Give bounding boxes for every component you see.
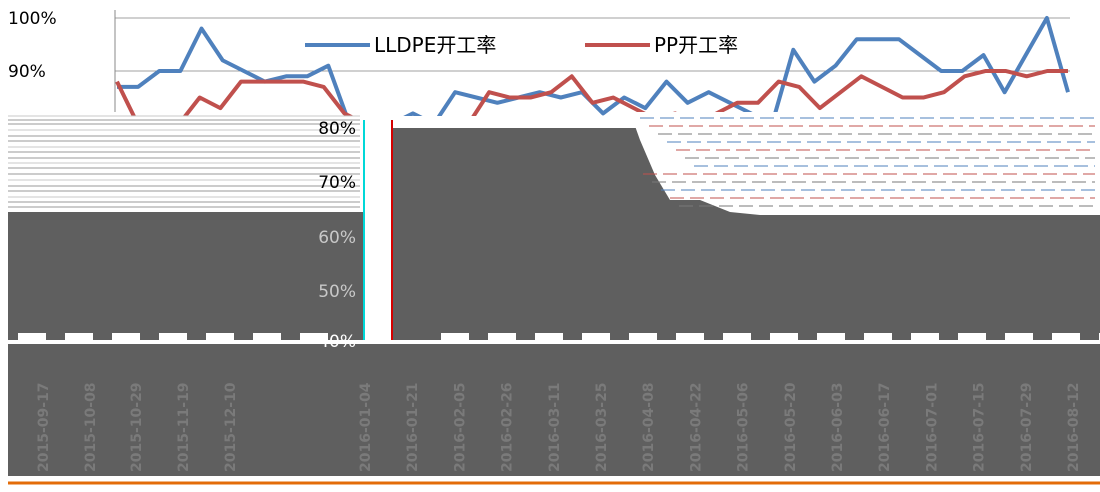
gray-block-left — [8, 212, 363, 340]
legend: LLDPE开工率 PP开工率 — [305, 33, 738, 57]
gray-block-bottom — [8, 344, 1100, 476]
baseline-dash — [535, 333, 563, 342]
y-tick-label: 70% — [318, 173, 356, 193]
legend-label-pp: PP开工率 — [654, 33, 738, 57]
y-tick-label: 40% — [318, 332, 356, 352]
x-tick-label: 2016-05-20 — [783, 382, 799, 472]
baseline-dash — [1005, 333, 1033, 342]
baseline-dash — [488, 333, 516, 342]
x-tick-label: 2016-04-08 — [641, 382, 657, 472]
x-tick-label: 2015-11-19 — [176, 382, 192, 472]
baseline-dash — [65, 333, 93, 342]
x-axis-date-labels: 2015-09-17 2015-10-08 2015-10-29 2015-11-19… — [36, 382, 1082, 472]
y-axis-ticks-lower: 80% 70% 60% 50% 40% — [318, 119, 356, 352]
series-layer — [115, 16, 1070, 116]
x-tick-label: 2016-02-26 — [500, 382, 516, 472]
baseline-dash — [770, 333, 798, 342]
x-tick-label: 2016-06-17 — [877, 382, 893, 472]
x-tick-label: 2015-10-29 — [129, 382, 145, 472]
baseline-dash — [441, 333, 469, 342]
baseline-dash — [206, 333, 234, 342]
baseline-dash — [911, 333, 939, 342]
grid-lines — [115, 17, 1070, 72]
x-tick-label: 2016-02-05 — [452, 382, 468, 472]
baseline-dash — [18, 333, 46, 342]
y-tick-label: 90% — [8, 62, 46, 82]
baseline-dash — [300, 333, 328, 342]
baseline-dashes — [18, 333, 1100, 342]
y-tick-label: 50% — [318, 282, 356, 302]
x-tick-label: 2016-03-25 — [594, 382, 610, 472]
baseline-dash — [676, 333, 704, 342]
glitch-stripes — [8, 115, 1095, 208]
x-tick-label: 2015-12-10 — [223, 382, 239, 472]
baseline-dash — [159, 333, 187, 342]
white-separator — [363, 120, 392, 340]
baseline-dash — [1052, 333, 1080, 342]
y-tick-label: 60% — [318, 228, 356, 248]
baseline-dash — [112, 333, 140, 342]
baseline-dash — [864, 333, 892, 342]
x-tick-label: 2016-01-04 — [358, 382, 374, 472]
baseline-dash — [817, 333, 845, 342]
x-tick-label: 2016-07-01 — [924, 382, 940, 472]
render-artifact-region — [8, 112, 1100, 476]
y-axis-ticks-upper: 100% 90% — [8, 9, 57, 82]
baseline-dash — [958, 333, 986, 342]
x-tick-label: 2016-05-06 — [736, 382, 752, 472]
series-line-pp — [115, 69, 1068, 116]
baseline-dash — [582, 333, 610, 342]
baseline-dash — [253, 333, 281, 342]
y-tick-label: 80% — [318, 119, 356, 139]
x-tick-label: 2016-03-11 — [547, 382, 563, 472]
x-tick-label: 2016-07-29 — [1019, 382, 1035, 472]
x-tick-label: 2015-10-08 — [83, 382, 99, 472]
y-tick-label: 100% — [8, 9, 57, 29]
x-tick-label: 2015-09-17 — [36, 382, 52, 472]
baseline-dash — [723, 333, 751, 342]
x-tick-label: 2016-07-15 — [972, 382, 988, 472]
gray-block-right-notch — [630, 112, 1100, 215]
x-tick-label: 2016-08-12 — [1066, 382, 1082, 472]
x-tick-label: 2016-01-21 — [405, 382, 421, 472]
x-tick-label: 2016-06-03 — [830, 382, 846, 472]
baseline-dash — [629, 333, 657, 342]
x-tick-label: 2016-04-22 — [688, 382, 704, 472]
legend-label-lldpe: LLDPE开工率 — [374, 33, 496, 57]
